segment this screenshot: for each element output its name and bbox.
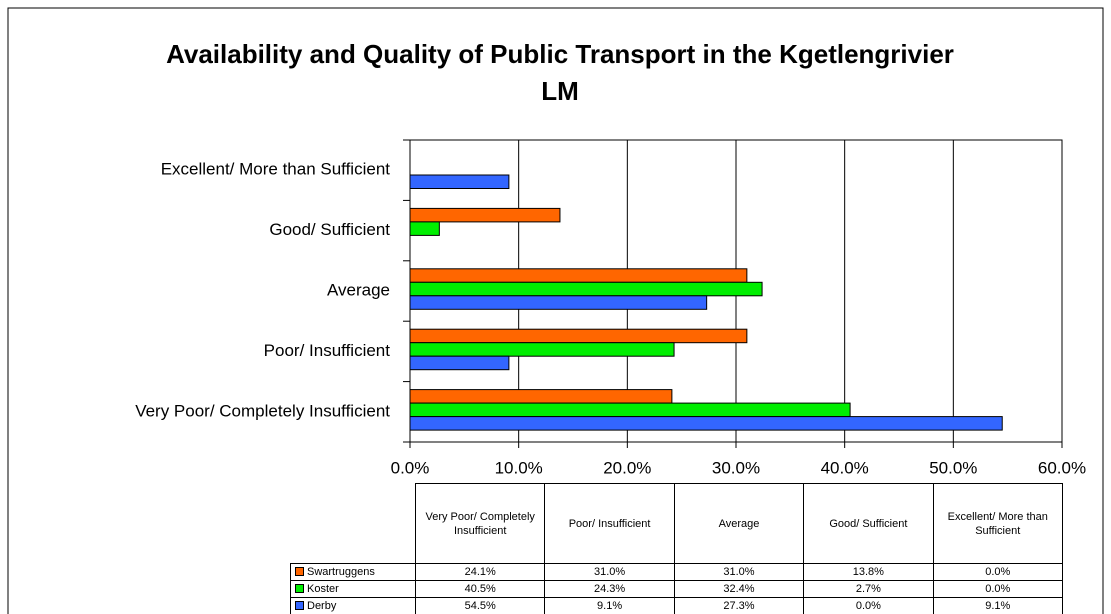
table-cell: 31.0% xyxy=(673,563,805,581)
y-tick-label: Average xyxy=(327,280,390,299)
table-body: Very Poor/ Completely Insufficient Poor/ … xyxy=(290,483,1063,614)
table-cell: 31.0% xyxy=(544,563,675,581)
legend-label: Koster xyxy=(307,583,339,595)
table-cell: 24.1% xyxy=(414,563,546,581)
table-corner xyxy=(290,483,416,564)
table-cell: 0.0% xyxy=(932,563,1063,581)
table-row: Derby 54.5% 9.1% 27.3% 0.0% 9.1% xyxy=(290,597,1063,614)
table-cell: 9.1% xyxy=(544,597,675,614)
y-tick-label: Good/ Sufficient xyxy=(269,220,390,239)
x-tick-label: 30.0% xyxy=(712,458,760,477)
table-cell: 2.7% xyxy=(803,580,934,598)
table-cell: 32.4% xyxy=(673,580,805,598)
bar xyxy=(409,389,673,404)
table-header: Excellent/ More than Sufficient xyxy=(932,483,1063,564)
table-cell: 24.3% xyxy=(544,580,675,598)
bar xyxy=(409,221,440,236)
legend-swatch xyxy=(295,567,304,576)
legend-entry: Swartruggens xyxy=(290,563,416,581)
bar xyxy=(409,174,510,189)
legend-entry: Koster xyxy=(290,580,416,598)
bar xyxy=(409,268,748,283)
table-cell: 40.5% xyxy=(414,580,546,598)
table-row: Swartruggens 24.1% 31.0% 31.0% 13.8% 0.0% xyxy=(290,563,1063,581)
bar xyxy=(409,281,763,297)
x-tick-label: 60.0% xyxy=(1038,458,1086,477)
x-tick-label: 50.0% xyxy=(929,458,977,477)
bar xyxy=(409,402,851,418)
table-cell: 27.3% xyxy=(673,597,805,614)
table-cell: 9.1% xyxy=(932,597,1063,614)
table-header: Good/ Sufficient xyxy=(803,483,934,564)
legend-entry: Derby xyxy=(290,597,416,614)
table-cell: 54.5% xyxy=(414,597,546,614)
x-tick-label: 0.0% xyxy=(391,458,430,477)
x-tick-label: 10.0% xyxy=(495,458,543,477)
bar xyxy=(409,342,675,357)
table-header: Poor/ Insufficient xyxy=(544,483,675,564)
table-cell: 0.0% xyxy=(932,580,1063,598)
legend-label: Derby xyxy=(307,600,337,612)
bar xyxy=(409,355,510,371)
table-cell: 0.0% xyxy=(803,597,934,614)
table-header: Very Poor/ Completely Insufficient xyxy=(414,483,546,564)
bar xyxy=(409,295,708,310)
legend-label: Swartruggens xyxy=(307,566,375,578)
y-tick-label: Excellent/ More than Sufficient xyxy=(161,160,391,179)
table-row: Koster 40.5% 24.3% 32.4% 2.7% 0.0% xyxy=(290,580,1063,598)
table-header: Average xyxy=(673,483,805,564)
x-tick-label: 40.0% xyxy=(821,458,869,477)
bar xyxy=(409,416,1003,431)
y-tick-label: Poor/ Insufficient xyxy=(264,341,391,360)
bar xyxy=(409,207,561,223)
legend-swatch xyxy=(295,584,304,593)
data-table: Very Poor/ Completely Insufficient Poor/ … xyxy=(290,483,1063,614)
table-cell: 13.8% xyxy=(803,563,934,581)
x-tick-label: 20.0% xyxy=(603,458,651,477)
bar xyxy=(409,328,748,344)
frame xyxy=(7,7,1104,614)
legend-swatch xyxy=(295,601,304,610)
y-tick-label: Very Poor/ Completely Insufficient xyxy=(135,401,390,420)
chart-title: Availability and Quality of Public Trans… xyxy=(166,39,954,106)
table-header-row: Very Poor/ Completely Insufficient Poor/ … xyxy=(290,483,1063,564)
